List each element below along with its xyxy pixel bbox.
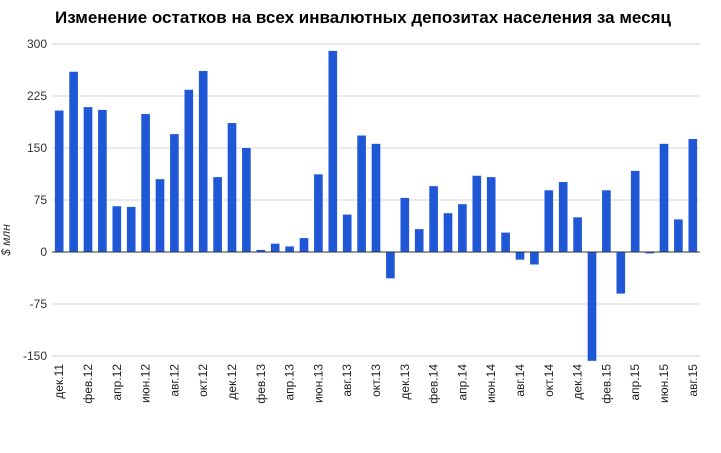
y-tick-label: 75 [34, 193, 48, 207]
y-tick-label: 150 [27, 141, 47, 155]
x-tick-label: окт.13 [369, 364, 383, 397]
bar [501, 232, 510, 252]
bar [285, 246, 294, 252]
bar [645, 252, 654, 254]
bar [256, 249, 266, 252]
x-tick-label: июн.15 [657, 364, 671, 403]
y-tick-label: -150 [23, 349, 47, 363]
bar [328, 50, 338, 253]
x-tick-label: фев.14 [427, 364, 441, 404]
x-tick-label: июн.13 [311, 364, 325, 403]
bar [674, 219, 683, 252]
x-tick-label: июн.12 [139, 364, 153, 403]
bar [69, 71, 78, 252]
bar [54, 110, 64, 252]
bar [414, 229, 424, 252]
bar [242, 148, 251, 252]
x-tick-label: фев.15 [599, 364, 613, 404]
bar [83, 107, 93, 252]
bar [400, 197, 410, 252]
bar [227, 123, 237, 252]
x-tick-label: июн.14 [484, 364, 498, 403]
y-tick-labels: 300 225 150 75 0 -75 -150 [23, 37, 47, 363]
bars [54, 50, 698, 361]
x-tick-label: авг.13 [340, 364, 354, 397]
bar [112, 206, 122, 252]
bar [314, 174, 323, 252]
y-tick-label: 225 [27, 89, 47, 103]
x-tick-label: дек.13 [398, 364, 412, 400]
x-tick-label: апр.15 [628, 364, 642, 401]
x-tick-labels: дек.11 фев.12 апр.12 июн.12 авг.12 окт.12 дек.… [52, 364, 700, 404]
bar [659, 143, 669, 252]
x-tick-label: дек.12 [225, 364, 239, 400]
bar [98, 109, 107, 253]
bar [386, 252, 395, 279]
bar [213, 177, 222, 252]
bar [558, 181, 568, 252]
bar [184, 89, 194, 252]
bar [630, 170, 640, 252]
bar [472, 175, 482, 252]
bar [141, 114, 150, 252]
bar [342, 214, 352, 252]
x-tick-label: апр.12 [110, 364, 124, 401]
bar [443, 213, 453, 252]
y-tick-label: -75 [30, 297, 48, 311]
bar [587, 252, 597, 361]
x-tick-label: фев.12 [81, 364, 95, 404]
bar [688, 138, 698, 252]
x-tick-label: авг.15 [686, 364, 700, 397]
bar [544, 190, 554, 252]
bar [458, 204, 467, 252]
y-tick-label: 0 [40, 245, 47, 259]
bar [429, 186, 438, 252]
bar [126, 206, 136, 252]
bar [155, 179, 165, 252]
x-tick-label: апр.14 [455, 364, 469, 401]
bar [573, 217, 582, 252]
x-tick-label: дек.14 [571, 364, 585, 400]
y-tick-label: 300 [27, 37, 47, 51]
x-tick-label: дек.11 [52, 364, 66, 399]
x-tick-label: авг.12 [167, 364, 181, 397]
bar [270, 243, 280, 252]
chart-title: Изменение остатков на всех инвалютных де… [55, 8, 671, 27]
bar [486, 177, 496, 252]
x-tick-label: фев.13 [254, 364, 268, 404]
x-tick-label: окт.14 [542, 364, 556, 397]
x-tick-label: авг.14 [513, 364, 527, 397]
bar [371, 143, 381, 252]
bar [357, 135, 366, 252]
bar [299, 238, 309, 252]
x-tick-label: окт.12 [196, 364, 210, 397]
bar [616, 252, 626, 294]
bar [530, 252, 539, 265]
bar [515, 252, 525, 260]
bar [602, 190, 611, 252]
bar [170, 134, 179, 252]
bar [198, 71, 208, 252]
x-tick-label: апр.13 [283, 364, 297, 401]
